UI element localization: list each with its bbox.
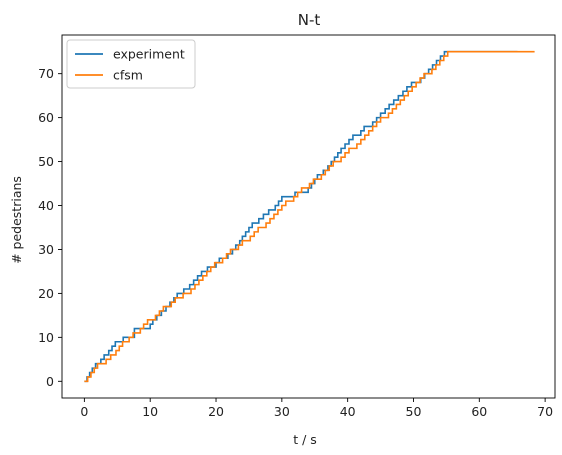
- y-tick-label: 50: [38, 154, 54, 169]
- y-tick-label: 60: [38, 110, 54, 125]
- series-line-experiment: [84, 50, 518, 383]
- x-tick-label: 0: [80, 404, 88, 419]
- x-tick-label: 50: [406, 404, 422, 419]
- y-tick-label: 20: [38, 286, 54, 301]
- y-tick-label: 10: [38, 330, 54, 345]
- legend-box: [66, 39, 196, 89]
- plot-frame: [61, 34, 556, 399]
- legend: experiment cfsm: [66, 39, 196, 89]
- x-tick-label: 60: [471, 404, 487, 419]
- plot-area: [61, 34, 556, 399]
- y-tick-label: 0: [46, 374, 54, 389]
- x-tick-label: 70: [537, 404, 553, 419]
- legend-label-cfsm: cfsm: [113, 68, 143, 83]
- x-axis: 0 10 20 30 40 50 60 70: [80, 398, 553, 419]
- y-tick-label: 70: [38, 66, 54, 81]
- x-tick-label: 20: [208, 404, 224, 419]
- y-axis: 0 10 20 30 40 50 60 70: [38, 66, 62, 389]
- y-tick-label: 40: [38, 198, 54, 213]
- x-tick-label: 30: [274, 404, 290, 419]
- x-axis-label: t / s: [293, 432, 317, 447]
- legend-label-experiment: experiment: [113, 47, 185, 62]
- x-tick-label: 40: [340, 404, 356, 419]
- chart-title: N-t: [298, 11, 321, 29]
- y-tick-label: 30: [38, 242, 54, 257]
- y-axis-label: # pedestrians: [9, 176, 24, 264]
- series-line-cfsm: [84, 50, 535, 383]
- x-tick-label: 10: [142, 404, 158, 419]
